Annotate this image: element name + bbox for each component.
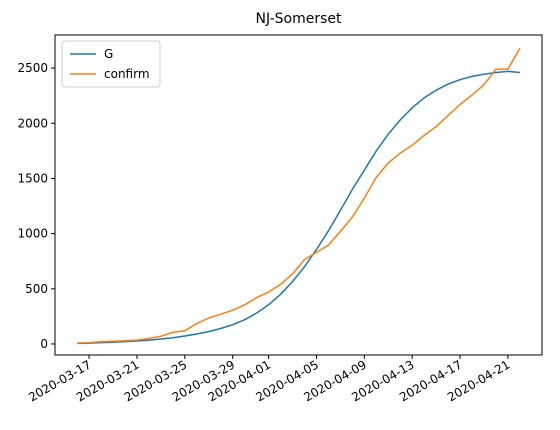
series-line-g [77, 70, 520, 345]
legend-label: confirm [104, 67, 150, 81]
plot-frame [54, 34, 543, 356]
y-tick-label: 1500 [17, 171, 48, 185]
y-tick-label: 1000 [17, 227, 48, 241]
chart-title: NJ-Somerset [255, 11, 342, 27]
series-lines [77, 47, 521, 345]
legend-label: G [104, 47, 113, 61]
y-tick-label: 2000 [17, 116, 48, 130]
legend-box [61, 40, 161, 88]
series-line-confirm [77, 47, 521, 344]
y-tick-label: 500 [25, 282, 48, 296]
y-tick-label: 0 [40, 337, 48, 351]
y-tick-label: 2500 [17, 61, 48, 75]
axis-ticks: 050010001500200025002020-03-172020-03-21… [17, 61, 512, 404]
